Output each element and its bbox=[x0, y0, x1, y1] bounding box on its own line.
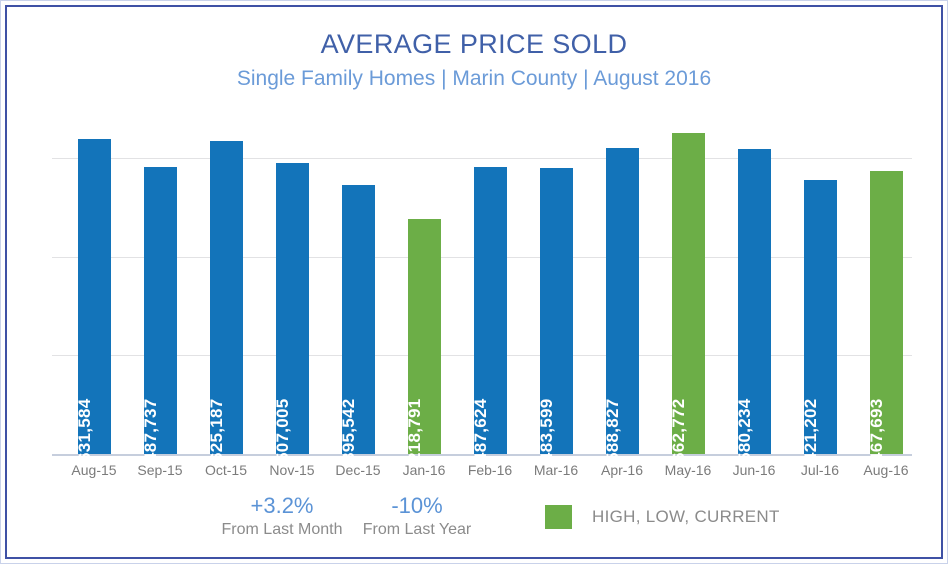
bar-slot: $ 1,631,584 bbox=[61, 107, 127, 492]
bar-slot: $ 1,507,005 bbox=[259, 107, 325, 492]
chart-footer: +3.2% From Last Month -10% From Last Yea… bbox=[7, 493, 941, 553]
chart-header: AVERAGE PRICE SOLD Single Family Homes |… bbox=[7, 27, 941, 94]
x-axis-labels: Aug-15 Sep-15 Oct-15 Nov-15 Dec-15 Jan-16 Feb-… bbox=[52, 462, 912, 486]
bar-aug-16[interactable]: $ 1,467,693 bbox=[867, 171, 903, 492]
bar-mar-16[interactable]: $ 1,483,599 bbox=[537, 168, 573, 492]
x-tick-oct-15: Oct-15 bbox=[204, 462, 247, 478]
gridline bbox=[52, 158, 912, 159]
x-tick-sep-15: Sep-15 bbox=[137, 462, 183, 478]
bar-nov-15[interactable]: $ 1,507,005 bbox=[273, 163, 309, 492]
bar-apr-16[interactable]: $ 1,588,827 bbox=[603, 148, 639, 492]
bar-slot: $ 1,467,693 bbox=[853, 107, 919, 492]
x-tick-dec-15: Dec-15 bbox=[335, 462, 381, 478]
plot-area: $ 1,631,584 $ 1,487,737 $ 1,625,187 $ 1,507… bbox=[52, 107, 912, 492]
stat-caption: From Last Month bbox=[221, 521, 343, 538]
page-title: AVERAGE PRICE SOLD bbox=[320, 29, 628, 59]
bar-slot: $ 1,588,827 bbox=[589, 107, 655, 492]
stat-from-last-month: +3.2% From Last Month bbox=[197, 493, 367, 541]
x-tick-may-16: May-16 bbox=[664, 462, 712, 478]
chart-legend: HIGH, LOW, CURRENT bbox=[545, 505, 780, 529]
bar-slot: $ 1,483,599 bbox=[523, 107, 589, 492]
bar-slot: $ 1,580,234 bbox=[721, 107, 787, 492]
x-tick-feb-16: Feb-16 bbox=[467, 462, 513, 478]
bar-series: $ 1,631,584 $ 1,487,737 $ 1,625,187 $ 1,507… bbox=[52, 107, 912, 492]
bar-sep-15[interactable]: $ 1,487,737 bbox=[141, 167, 177, 492]
bar-slot: $ 1,487,737 bbox=[127, 107, 193, 492]
legend-swatch-high-low-current bbox=[545, 505, 572, 529]
bar-jan-16[interactable]: $ 1,218,791 bbox=[405, 219, 441, 492]
x-axis-line bbox=[52, 454, 912, 456]
x-tick-aug-16: Aug-16 bbox=[863, 462, 909, 478]
bar-slot: $ 1,421,202 bbox=[787, 107, 853, 492]
stat-value: +3.2% bbox=[250, 493, 314, 518]
legend-label: HIGH, LOW, CURRENT bbox=[592, 507, 780, 526]
x-tick-aug-15: Aug-15 bbox=[71, 462, 117, 478]
x-tick-mar-16: Mar-16 bbox=[533, 462, 579, 478]
bar-slot: $ 1,487,624 bbox=[457, 107, 523, 492]
x-tick-apr-16: Apr-16 bbox=[600, 462, 644, 478]
x-tick-jan-16: Jan-16 bbox=[402, 462, 446, 478]
bar-slot: $ 1,395,542 bbox=[325, 107, 391, 492]
stat-caption: From Last Year bbox=[362, 521, 472, 538]
bar-aug-15[interactable]: $ 1,631,584 bbox=[75, 139, 111, 492]
bar-dec-15[interactable]: $ 1,395,542 bbox=[339, 185, 375, 492]
bar-slot: $ 1,218,791 bbox=[391, 107, 457, 492]
x-tick-jul-16: Jul-16 bbox=[800, 462, 840, 478]
stat-from-last-year: -10% From Last Year bbox=[332, 493, 502, 541]
bar-slot: $ 1,625,187 bbox=[193, 107, 259, 492]
bar-feb-16[interactable]: $ 1,487,624 bbox=[471, 167, 507, 492]
bar-slot: $ 1,662,772 bbox=[655, 107, 721, 492]
stat-value: -10% bbox=[391, 493, 443, 518]
bar-jun-16[interactable]: $ 1,580,234 bbox=[735, 149, 771, 492]
page-subtitle: Single Family Homes | Marin County | Aug… bbox=[236, 67, 712, 90]
chart-frame-inner: AVERAGE PRICE SOLD Single Family Homes |… bbox=[5, 5, 943, 559]
bar-may-16[interactable]: $ 1,662,772 bbox=[669, 133, 705, 492]
bar-jul-16[interactable]: $ 1,421,202 bbox=[801, 180, 837, 492]
x-tick-jun-16: Jun-16 bbox=[732, 462, 776, 478]
bar-oct-15[interactable]: $ 1,625,187 bbox=[207, 141, 243, 492]
x-tick-nov-15: Nov-15 bbox=[269, 462, 315, 478]
